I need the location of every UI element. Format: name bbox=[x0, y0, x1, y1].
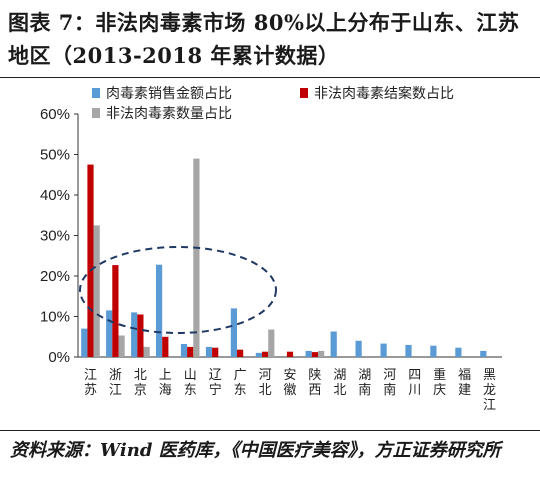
bar bbox=[430, 345, 437, 357]
x-tick-label: 山东 bbox=[184, 368, 197, 398]
legend-label: 非法肉毒素数量占比 bbox=[106, 106, 232, 122]
y-tick-label: 40% bbox=[40, 187, 70, 204]
bar bbox=[180, 344, 188, 357]
bar bbox=[230, 308, 237, 357]
bar bbox=[162, 336, 169, 358]
x-tick-label: 陕西 bbox=[308, 368, 321, 398]
bar bbox=[455, 347, 462, 357]
bar bbox=[268, 329, 275, 357]
bar bbox=[212, 347, 219, 357]
bar bbox=[106, 310, 113, 357]
x-tick-label: 广东 bbox=[234, 368, 247, 398]
bar bbox=[286, 351, 294, 357]
bar bbox=[237, 349, 244, 357]
legend-swatch bbox=[92, 108, 100, 118]
bar bbox=[380, 343, 387, 357]
x-tick-label: 四川 bbox=[408, 368, 421, 398]
bar bbox=[355, 340, 362, 357]
bar bbox=[81, 328, 88, 357]
bar bbox=[131, 312, 138, 357]
bar bbox=[93, 225, 100, 357]
x-tick-label: 福建 bbox=[458, 368, 471, 398]
bar bbox=[187, 346, 194, 357]
x-tick-label: 湖北 bbox=[333, 368, 346, 398]
x-tick-label: 黑龙江 bbox=[483, 368, 496, 413]
bar-series bbox=[81, 158, 487, 358]
bar bbox=[330, 331, 337, 357]
x-tick-label: 北京 bbox=[134, 368, 147, 398]
bar bbox=[318, 350, 325, 357]
source-rule bbox=[0, 430, 540, 431]
bar bbox=[255, 352, 262, 357]
y-axis: 0% 10% 20% 30% 40% 50% 60% bbox=[40, 106, 502, 366]
bar bbox=[143, 346, 150, 357]
y-tick-label: 20% bbox=[40, 268, 70, 285]
bar bbox=[311, 352, 318, 357]
x-tick-label: 湖南 bbox=[358, 368, 371, 398]
bar bbox=[480, 350, 487, 357]
bar bbox=[118, 335, 125, 357]
bar bbox=[112, 265, 119, 357]
bar bbox=[137, 314, 144, 357]
y-tick-label: 60% bbox=[40, 106, 70, 123]
legend-swatch bbox=[300, 88, 308, 98]
y-tick-label: 10% bbox=[40, 309, 70, 326]
x-tick-label: 河北 bbox=[259, 368, 272, 398]
title-rule bbox=[0, 77, 540, 78]
legend-label: 非法肉毒素结案数占比 bbox=[314, 85, 454, 102]
legend-label: 肉毒素销售金额占比 bbox=[106, 86, 232, 102]
x-tick-label: 浙江 bbox=[109, 368, 122, 398]
bar bbox=[262, 351, 269, 357]
bar bbox=[405, 344, 412, 357]
x-tick-label: 重庆 bbox=[433, 367, 446, 398]
legend-swatch bbox=[92, 88, 100, 98]
bar bbox=[156, 264, 163, 357]
x-tick-label: 辽宁 bbox=[209, 368, 222, 398]
y-tick-label: 50% bbox=[40, 147, 70, 164]
x-tick-label: 河南 bbox=[383, 368, 396, 398]
highlight-ellipse bbox=[79, 246, 277, 334]
chart-title: 图表 7：非法肉毒素市场 80%以上分布于山东、江苏地区（2013-2018 年… bbox=[8, 10, 520, 68]
bar bbox=[205, 346, 213, 357]
bar bbox=[87, 164, 94, 357]
y-tick-label: 0% bbox=[48, 349, 70, 366]
x-tick-label: 安徽 bbox=[283, 368, 296, 398]
bar bbox=[305, 350, 312, 357]
x-tick-label: 上海 bbox=[159, 368, 172, 398]
bar bbox=[193, 158, 200, 357]
y-tick-label: 30% bbox=[40, 228, 70, 245]
source-note: 资料来源：Wind 医药库，《中国医疗美容》，方正证券研究所 bbox=[10, 440, 501, 461]
x-tick-label: 江苏 bbox=[84, 368, 97, 398]
